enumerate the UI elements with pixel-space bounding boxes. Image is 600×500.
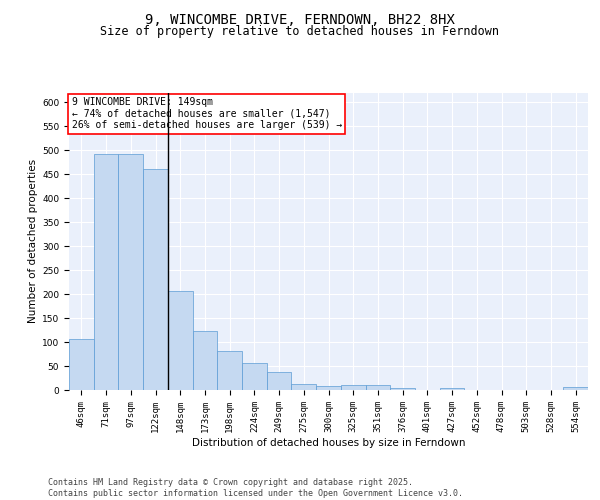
Text: 9 WINCOMBE DRIVE: 149sqm
← 74% of detached houses are smaller (1,547)
26% of sem: 9 WINCOMBE DRIVE: 149sqm ← 74% of detach… [71, 97, 342, 130]
Bar [168, 290, 193, 390]
X-axis label: Distribution of detached houses by size in Ferndown: Distribution of detached houses by size … [192, 438, 465, 448]
Bar [365, 385, 390, 390]
Bar [217, 351, 242, 390]
Bar [440, 388, 464, 390]
Text: Contains HM Land Registry data © Crown copyright and database right 2025.
Contai: Contains HM Land Registry data © Crown c… [48, 478, 463, 498]
Bar [143, 170, 168, 390]
Bar [341, 385, 365, 390]
Bar [69, 339, 94, 390]
Bar [94, 154, 118, 390]
Text: 9, WINCOMBE DRIVE, FERNDOWN, BH22 8HX: 9, WINCOMBE DRIVE, FERNDOWN, BH22 8HX [145, 12, 455, 26]
Text: Size of property relative to detached houses in Ferndown: Size of property relative to detached ho… [101, 25, 499, 38]
Y-axis label: Number of detached properties: Number of detached properties [28, 159, 38, 324]
Bar [292, 384, 316, 390]
Bar [267, 372, 292, 390]
Bar [390, 388, 415, 390]
Bar [242, 362, 267, 390]
Bar [563, 387, 588, 390]
Bar [118, 154, 143, 390]
Bar [193, 330, 217, 390]
Bar [316, 386, 341, 390]
